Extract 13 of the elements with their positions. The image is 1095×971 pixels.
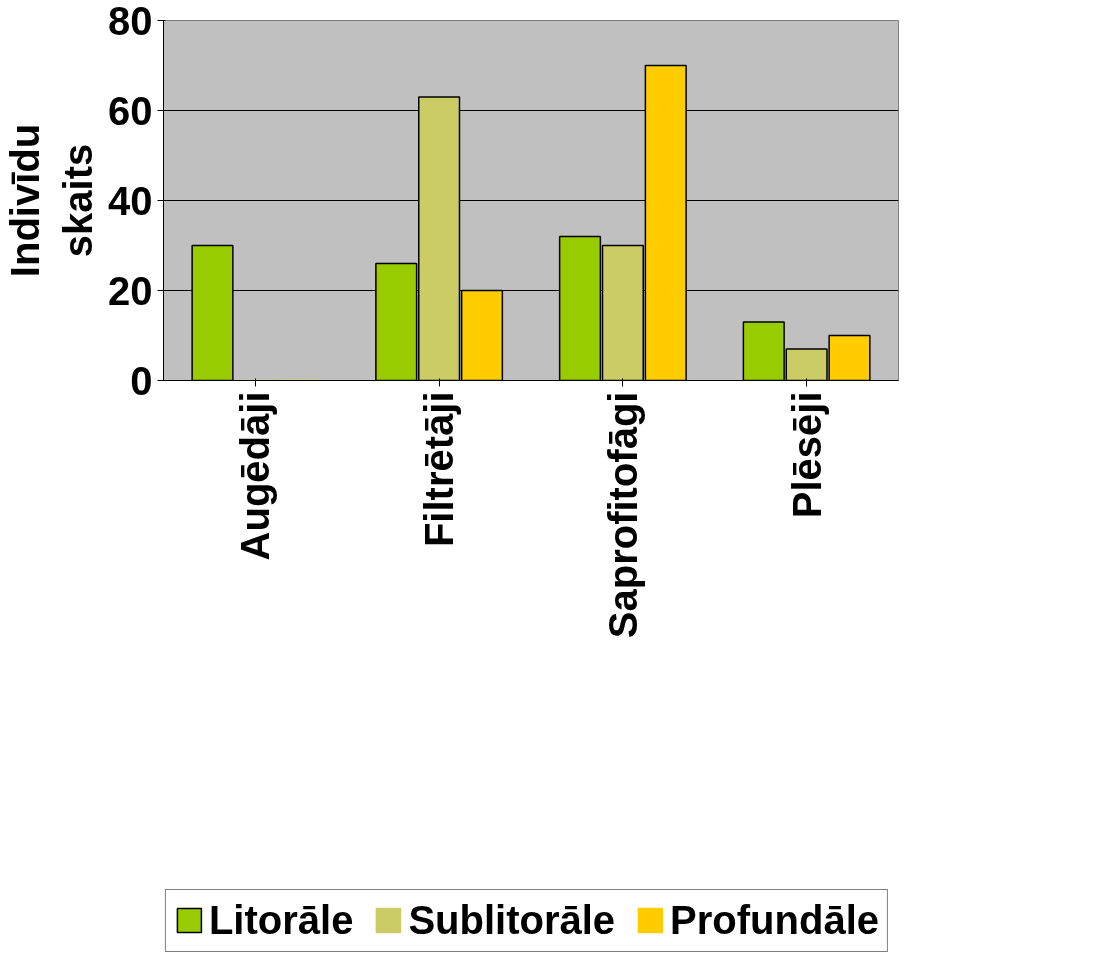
y-axis-title: Indivīdu skaits [3,123,101,278]
y-tick-label: 80 [108,0,153,43]
y-tick-label: 60 [108,88,153,133]
legend-label: Sublitorāle [408,897,616,943]
y-tick-label: 20 [108,268,153,313]
x-tick-label: Saprofitofāgi [600,391,645,639]
x-tick-label: Plēsēji [784,391,829,519]
y-tick-label: 0 [130,358,153,403]
legend-label: Litorāle [208,897,354,943]
x-tick-label: Augēdāji [233,391,278,561]
legend-label: Profundāle [670,897,879,943]
x-tick-label: Filtrētāji [417,391,462,548]
y-tick-label: 40 [108,178,153,223]
